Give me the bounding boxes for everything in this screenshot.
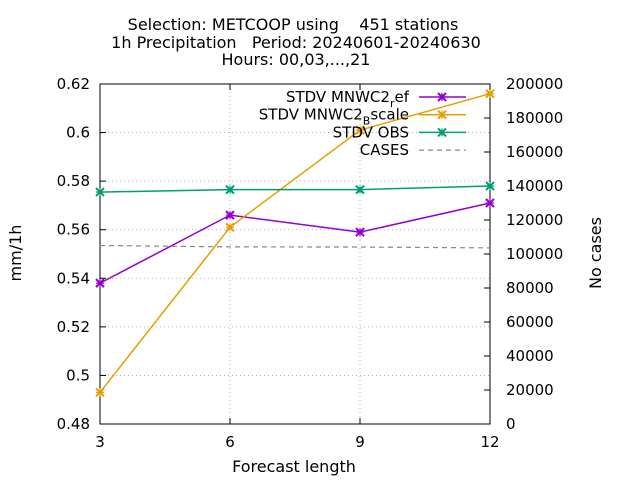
x-tick-label: 9 (355, 433, 365, 451)
grid-lines (100, 84, 490, 424)
y-tick-label: 0.6 (66, 124, 90, 142)
x-tick-label: 3 (95, 433, 105, 451)
x-tick-label: 6 (225, 433, 235, 451)
title-line-1: Selection: METCOOP using 451 stations (128, 15, 459, 34)
data-point (95, 387, 105, 398)
data-point (485, 181, 495, 191)
y2-axis-ticks: 0 20000 40000 60000 80000 100000 120000 140000 1… (484, 75, 563, 433)
y2-tick-label: 120000 (506, 211, 563, 229)
y2-tick-label: 100000 (506, 245, 563, 263)
legend-label: STDV OBS (333, 123, 409, 141)
y2-tick-label: 160000 (506, 143, 563, 161)
legend-label: CASES (360, 141, 409, 159)
y2-tick-label: 60000 (506, 313, 554, 331)
series-group (95, 89, 495, 398)
x-tick-label: 12 (480, 433, 499, 451)
chart-title: Selection: METCOOP using 451 stations 1h… (111, 15, 481, 69)
y2-tick-label: 80000 (506, 279, 554, 297)
y2-tick-label: 20000 (506, 381, 554, 399)
x-axis-ticks: 3 6 9 12 (95, 84, 500, 451)
y-tick-label: 0.56 (57, 221, 90, 239)
series-cases (99, 244, 491, 249)
series-line (99, 92, 491, 393)
y-tick-label: 0.52 (57, 318, 90, 336)
data-point (225, 210, 235, 220)
y-tick-label: 0.48 (57, 415, 90, 433)
series-line (99, 202, 491, 284)
data-point (485, 89, 495, 99)
legend-label: STDV MNWC2Bscale (259, 106, 409, 128)
data-point (95, 187, 105, 197)
data-point (95, 278, 105, 288)
y-tick-label: 0.54 (57, 269, 90, 287)
y2-tick-label: 40000 (506, 347, 554, 365)
legend-entry-cases: CASES (360, 141, 466, 159)
plot-frame (99, 83, 491, 425)
data-point (355, 227, 365, 237)
title-line-3: Hours: 00,03,...,21 (222, 50, 371, 69)
series-stdv-mnwc2-ref (95, 198, 495, 288)
legend-marker (437, 109, 447, 120)
x-axis-label: Forecast length (232, 457, 356, 476)
y-axis-label: mm/1h (6, 225, 25, 282)
data-point (225, 222, 235, 232)
series-stdv-mnwc2-bscale (95, 89, 495, 398)
y-tick-label: 0.58 (57, 172, 90, 190)
y2-tick-label: 0 (506, 415, 516, 433)
y2-tick-label: 140000 (506, 177, 563, 195)
data-point (225, 184, 235, 195)
legend-entry-stdv-mnwc2-ref: STDV MNWC2ref (286, 88, 466, 110)
series-line (99, 185, 491, 193)
y2-axis-label: No cases (586, 217, 605, 289)
title-line-2: 1h Precipitation Period: 20240601-202406… (111, 33, 481, 52)
data-point (355, 184, 365, 195)
y-tick-label: 0.5 (66, 366, 90, 384)
y-tick-label: 0.62 (57, 75, 90, 93)
y-axis-ticks: 0.48 0.5 0.52 0.54 0.56 0.58 0.6 0.62 (57, 75, 106, 433)
y2-tick-label: 180000 (506, 109, 563, 127)
legend-marker (437, 127, 447, 138)
y2-tick-label: 200000 (506, 75, 563, 93)
series-stdv-obs (95, 181, 495, 197)
legend-entry-stdv-obs: STDV OBS (333, 123, 466, 141)
data-point (485, 198, 495, 208)
legend-marker (437, 92, 447, 102)
legend-label: STDV MNWC2ref (286, 88, 410, 110)
data-point (355, 125, 365, 135)
series-line (99, 244, 491, 249)
legend-entry-stdv-mnwc2-bscale: STDV MNWC2Bscale (259, 106, 466, 128)
